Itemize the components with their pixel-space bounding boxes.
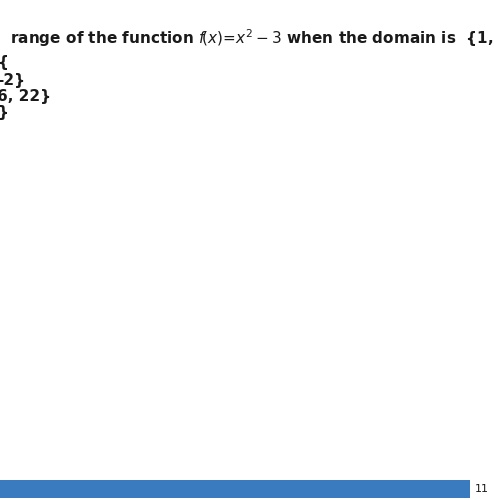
Text: 6, 22}: 6, 22} [0,90,51,104]
Text: }: } [0,106,8,120]
Text: {: { [0,54,8,70]
Text: 11: 11 [475,484,489,494]
Text: -2}: -2} [0,72,25,88]
Text: range of the function $f\!\left(x\right)\!=\!x^{2}-3$ when the domain is  {1,  3: range of the function $f\!\left(x\right)… [5,27,500,49]
Bar [0,480,470,498]
